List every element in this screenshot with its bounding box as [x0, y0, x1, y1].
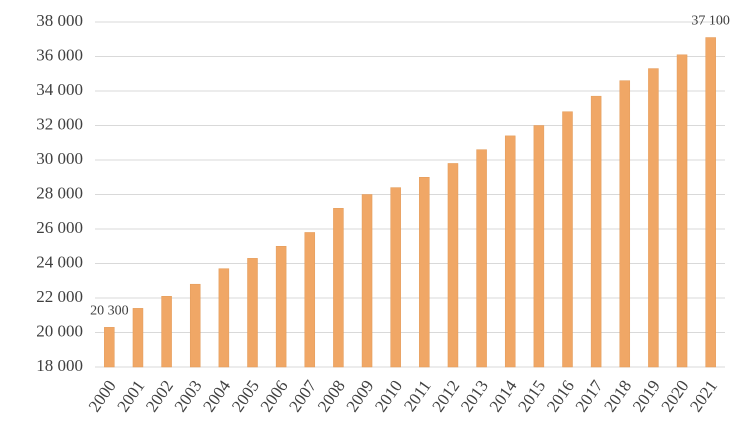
- bar: [476, 149, 487, 368]
- bar: [676, 54, 688, 368]
- data-label: 20 300: [90, 304, 129, 319]
- x-tick-label: 2021: [686, 377, 721, 416]
- bar: [132, 308, 144, 368]
- bar: [447, 163, 459, 368]
- y-tick-label: 36 000: [36, 45, 83, 64]
- bar: [390, 187, 401, 368]
- y-tick-label: 32 000: [36, 114, 83, 133]
- x-tick-label: 2004: [199, 376, 234, 415]
- bar: [590, 95, 602, 368]
- x-tick-label: 2018: [600, 377, 635, 416]
- bar: [218, 268, 230, 368]
- x-tick-label: 2006: [257, 377, 292, 416]
- bar: [333, 208, 344, 368]
- bar: [533, 125, 545, 368]
- y-tick-label: 38 000: [36, 11, 83, 30]
- y-tick-label: 28 000: [36, 183, 83, 202]
- bar: [361, 194, 373, 368]
- y-tick-label: 34 000: [36, 80, 83, 99]
- x-tick-label: 2008: [314, 377, 349, 416]
- y-tick-label: 18 000: [36, 356, 83, 375]
- bar: [504, 135, 516, 368]
- bar: [161, 296, 172, 368]
- y-tick-label: 26 000: [36, 218, 83, 237]
- x-tick-label: 2003: [171, 377, 206, 416]
- bar: [304, 232, 316, 368]
- bar: [619, 80, 631, 368]
- x-tick-label: 2013: [457, 377, 492, 416]
- x-tick-label: 2007: [285, 376, 320, 415]
- data-label: 37 100: [691, 14, 730, 29]
- x-tick-label: 2019: [629, 377, 664, 416]
- y-tick-label: 30 000: [36, 149, 83, 168]
- x-tick-label: 2002: [142, 377, 177, 416]
- bar: [189, 283, 201, 368]
- x-tick-label: 2010: [371, 377, 406, 416]
- x-tick-label: 2017: [572, 376, 607, 415]
- x-tick-label: 2020: [657, 377, 692, 416]
- bar: [562, 111, 573, 368]
- x-tick-label: 2012: [428, 377, 463, 416]
- x-tick-label: 2005: [228, 377, 263, 416]
- y-tick-label: 24 000: [36, 252, 83, 271]
- x-tick-label: 2000: [85, 377, 120, 416]
- x-tick-label: 2009: [342, 377, 377, 416]
- x-tick-label: 2001: [113, 377, 148, 416]
- bar: [275, 246, 287, 368]
- x-tick-label: 2011: [400, 377, 435, 415]
- x-tick-label: 2014: [486, 376, 521, 415]
- y-tick-label: 20 000: [36, 321, 83, 340]
- bar: [104, 327, 115, 368]
- bar: [705, 37, 716, 368]
- x-tick-label: 2015: [514, 377, 549, 416]
- bar: [648, 68, 659, 368]
- bar: [247, 258, 258, 368]
- x-tick-label: 2016: [543, 377, 578, 416]
- bar: [419, 177, 430, 368]
- y-tick-label: 22 000: [36, 287, 83, 306]
